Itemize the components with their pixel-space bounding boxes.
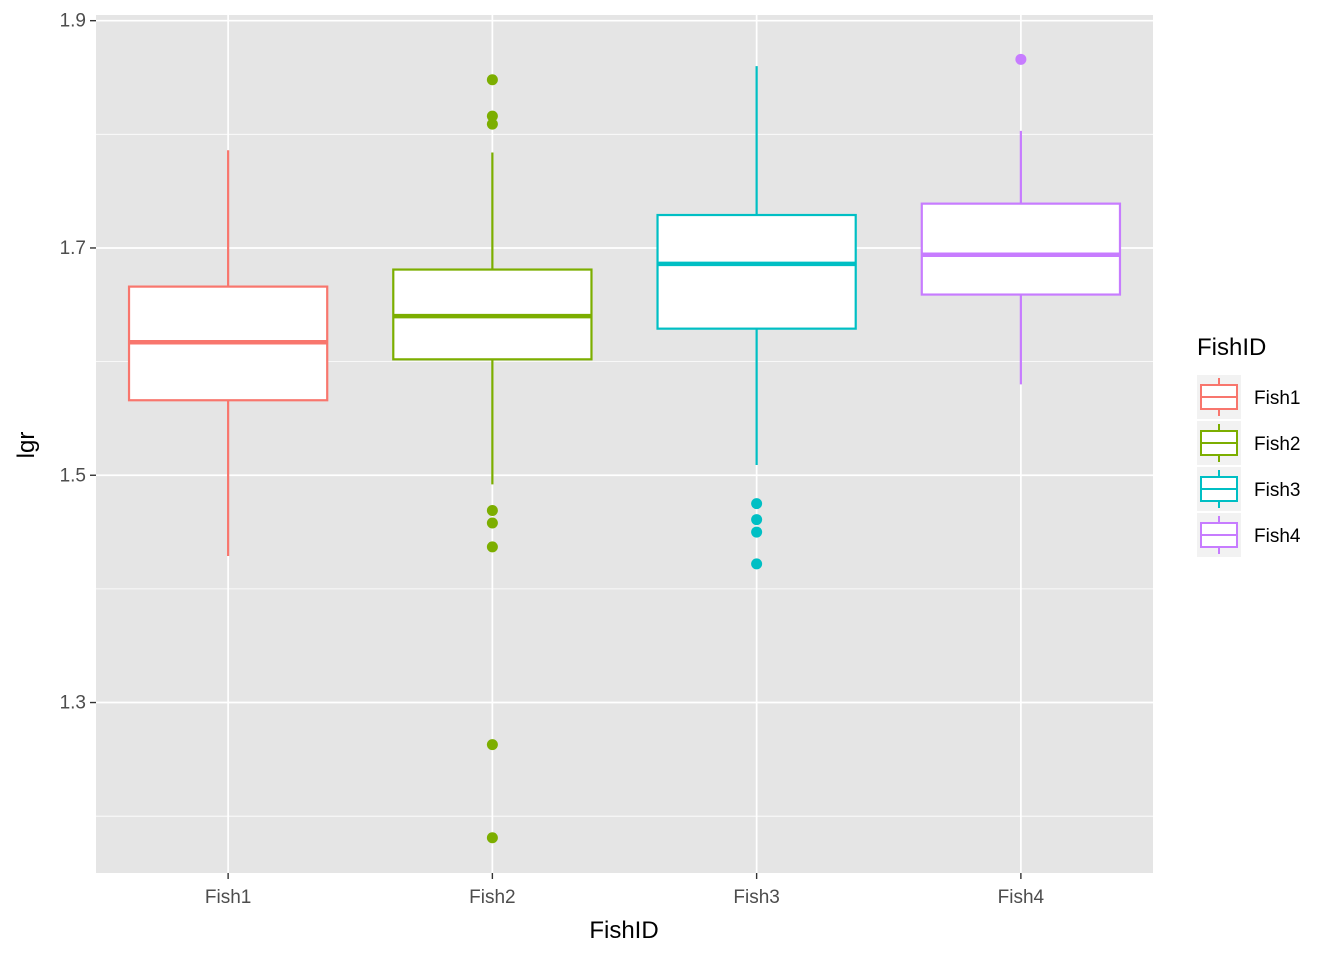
legend: FishID Fish1 Fish2 Fish3 Fish4 bbox=[1197, 334, 1301, 557]
y-axis-title: lgr bbox=[13, 432, 40, 459]
y-tick-label: 1.7 bbox=[60, 238, 86, 259]
x-tick-label: Fish3 bbox=[733, 887, 779, 908]
legend-label: Fish1 bbox=[1254, 388, 1300, 409]
box-fish1 bbox=[127, 150, 329, 556]
outlier-point bbox=[486, 118, 498, 130]
legend-label: Fish2 bbox=[1254, 434, 1300, 455]
y-axis: 1.3 1.5 1.7 1.9 bbox=[60, 11, 96, 714]
legend-key-fish4 bbox=[1197, 513, 1241, 557]
x-tick-label: Fish2 bbox=[469, 887, 515, 908]
outlier-point bbox=[751, 498, 763, 510]
y-tick-label: 1.9 bbox=[60, 11, 86, 32]
outlier-point bbox=[486, 832, 498, 844]
outlier-point bbox=[486, 541, 498, 553]
boxes-layer bbox=[127, 53, 1122, 844]
x-tick-label: Fish4 bbox=[998, 887, 1045, 908]
outlier-point bbox=[486, 517, 498, 529]
outlier-point bbox=[751, 526, 763, 538]
y-tick-label: 1.3 bbox=[60, 693, 86, 714]
legend-key-fish1 bbox=[1197, 375, 1241, 419]
legend-title: FishID bbox=[1197, 334, 1266, 361]
box-fish4 bbox=[920, 53, 1122, 385]
outlier-point bbox=[486, 504, 498, 516]
outlier-point bbox=[486, 739, 498, 751]
x-tick-label: Fish1 bbox=[205, 887, 251, 908]
outlier-point bbox=[486, 110, 498, 122]
panel-background bbox=[96, 15, 1153, 873]
outlier-point bbox=[486, 74, 498, 86]
legend-label: Fish3 bbox=[1254, 480, 1300, 501]
box-fish2 bbox=[392, 74, 593, 844]
y-tick-label: 1.5 bbox=[60, 465, 86, 486]
outlier-point bbox=[1015, 53, 1027, 65]
outlier-point bbox=[751, 514, 763, 526]
outlier-point bbox=[751, 558, 763, 570]
x-axis-title: FishID bbox=[589, 917, 658, 944]
iqr-box bbox=[920, 202, 1122, 296]
x-axis: Fish1 Fish2 Fish3 Fish4 bbox=[205, 873, 1045, 908]
legend-label: Fish4 bbox=[1254, 526, 1301, 547]
box-fish3 bbox=[656, 66, 857, 570]
iqr-box bbox=[656, 213, 857, 330]
legend-key-fish3 bbox=[1197, 467, 1241, 511]
legend-key-fish2 bbox=[1197, 421, 1241, 465]
